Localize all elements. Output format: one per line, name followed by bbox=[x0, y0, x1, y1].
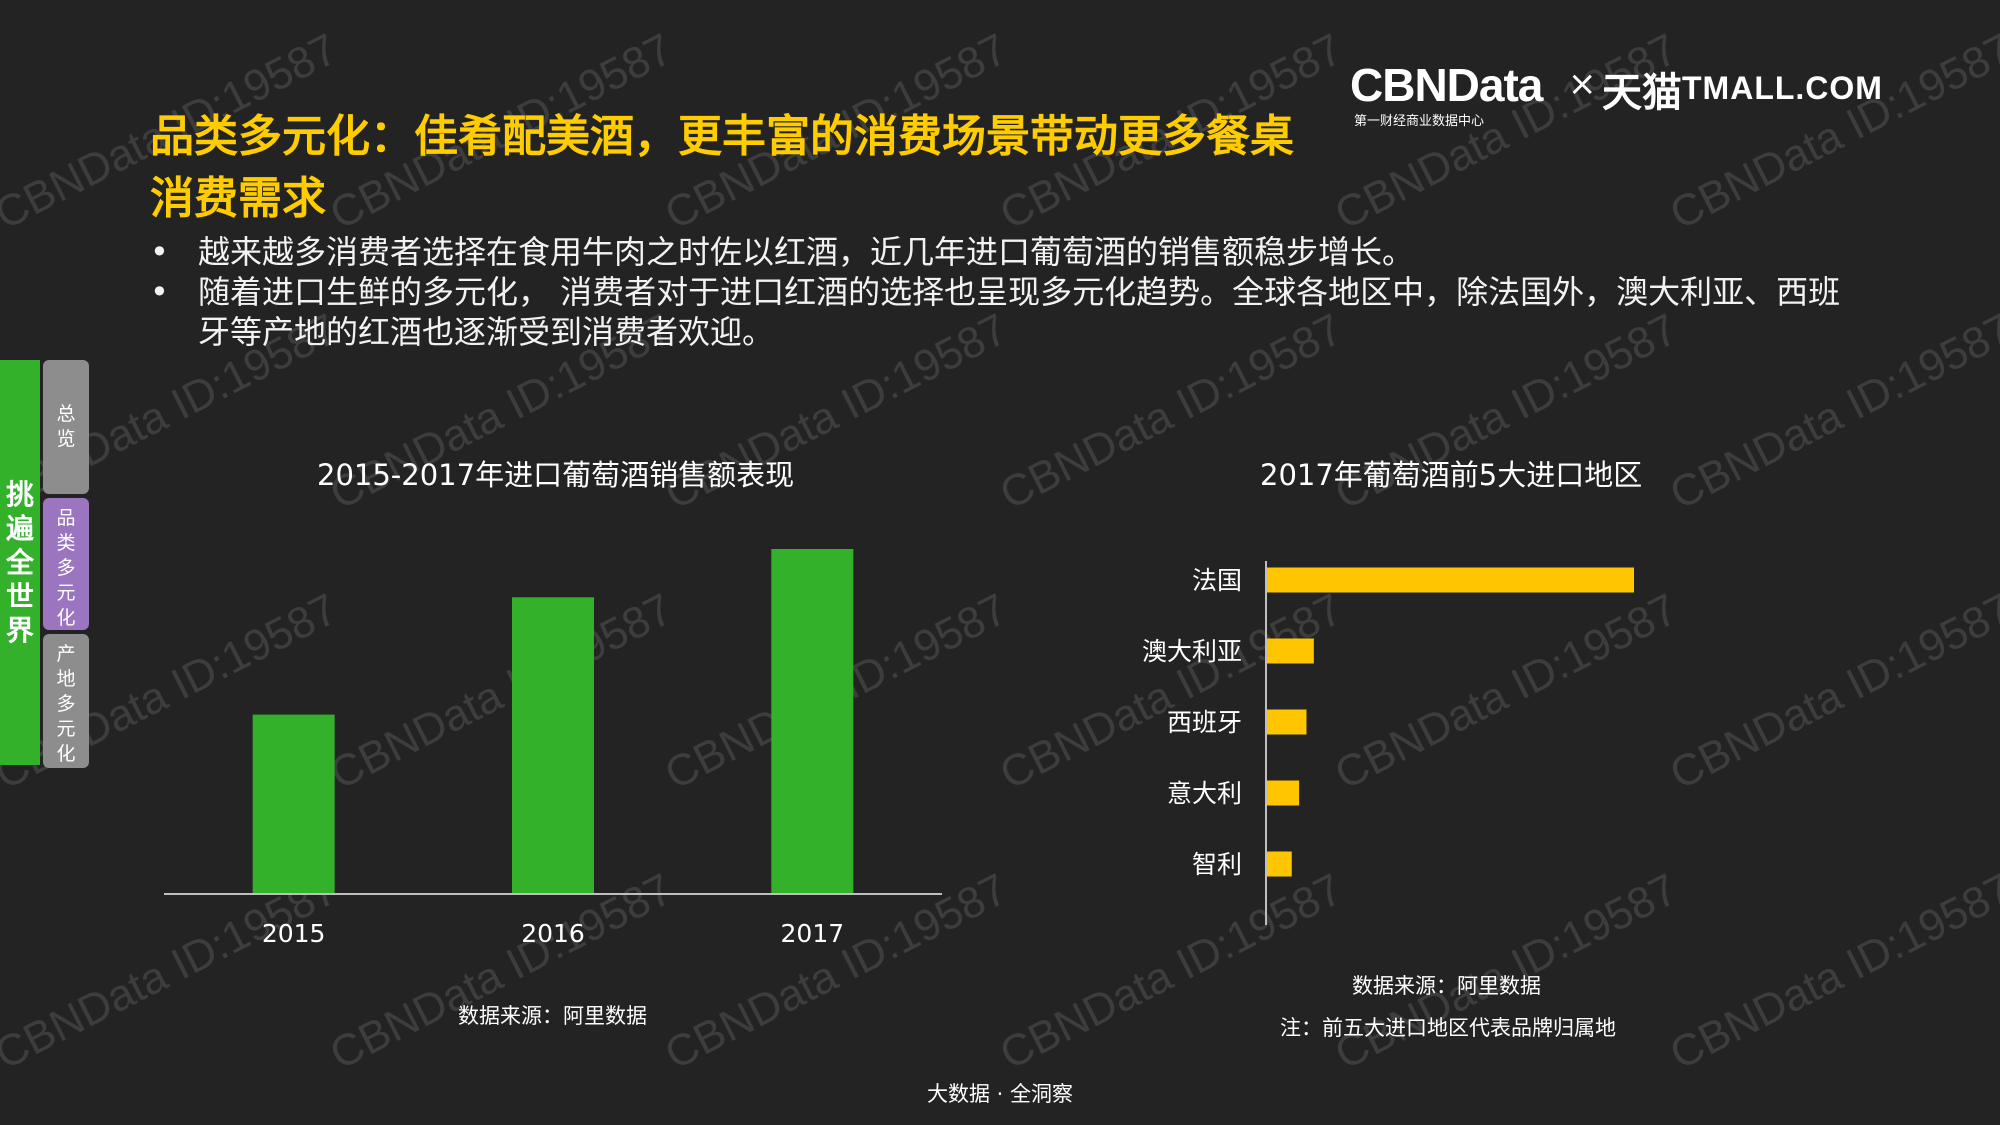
x-tick-label: 2015 bbox=[262, 919, 326, 948]
cbndata-logo-text: CBNData bbox=[1350, 59, 1543, 111]
page-title: 品类多元化：佳肴配美酒，更丰富的消费场景带动更多餐桌消费需求 bbox=[150, 111, 1294, 224]
y-tick-label: 法国 bbox=[1192, 566, 1242, 595]
chart-note-regions: 注：前五大进口地区代表品牌归属地 bbox=[1280, 1016, 1616, 1040]
sidebar-tab-label: 产地多元化 bbox=[56, 643, 76, 765]
chart-title-sales: 2015-2017年进口葡萄酒销售额表现 bbox=[317, 458, 795, 492]
bar bbox=[252, 714, 335, 894]
tmall-logo-cn: 天猫 bbox=[1602, 70, 1682, 116]
y-tick-label: 智利 bbox=[1192, 850, 1242, 879]
bar bbox=[1266, 638, 1314, 664]
x-tick-label: 2016 bbox=[521, 919, 585, 948]
bar bbox=[1266, 780, 1300, 806]
times-icon: × bbox=[1568, 64, 1597, 104]
sidebar-tab-origin[interactable]: 产地多元化 bbox=[43, 634, 89, 768]
bar bbox=[1266, 567, 1634, 593]
brand-logo: CBNData 第一财经商业数据中心 × 天猫 TMALL.COM bbox=[1350, 58, 1882, 134]
y-tick-label: 西班牙 bbox=[1167, 708, 1242, 737]
bar bbox=[1266, 851, 1292, 877]
x-tick-label: 2017 bbox=[781, 919, 845, 948]
watermark-text: CBNData ID:19587 bbox=[1662, 584, 2000, 800]
y-tick-label: 意大利 bbox=[1167, 779, 1242, 808]
y-tick-label: 澳大利亚 bbox=[1142, 637, 1242, 666]
bar bbox=[771, 549, 854, 894]
bar bbox=[512, 597, 594, 894]
sidebar-tab-label: 总览 bbox=[56, 403, 76, 450]
sidebar-section-text: 挑遍全世界 bbox=[5, 478, 34, 647]
bullet-item: 越来越多消费者选择在食用牛肉之时佐以红酒，近几年进口葡萄酒的销售额稳步增长。 bbox=[150, 232, 1870, 272]
chart-source-regions: 数据来源：阿里数据 bbox=[1352, 974, 1541, 998]
watermark-text: CBNData ID:19587 bbox=[1662, 864, 2000, 1080]
footer-slogan: 大数据 · 全洞察 bbox=[926, 1082, 1074, 1106]
bar bbox=[1266, 709, 1307, 735]
sidebar-section-label: 挑遍全世界 bbox=[0, 360, 40, 765]
bullet-list: 越来越多消费者选择在食用牛肉之时佐以红酒，近几年进口葡萄酒的销售额稳步增长。 随… bbox=[150, 232, 1870, 352]
bullet-item: 随着进口生鲜的多元化， 消费者对于进口红酒的选择也呈现多元化趋势。全球各地区中，… bbox=[150, 272, 1870, 352]
chart-title-regions: 2017年葡萄酒前5大进口地区 bbox=[1260, 458, 1643, 492]
sales-bar-chart: 2015 2016 2017 bbox=[164, 549, 942, 948]
chart-source-sales: 数据来源：阿里数据 bbox=[458, 1004, 647, 1028]
sidebar-tab-label: 品类多元化 bbox=[56, 507, 76, 629]
sidebar-tab-category[interactable]: 品类多元化 bbox=[43, 498, 89, 630]
tmall-logo-en: TMALL.COM bbox=[1682, 70, 1883, 106]
sidebar-tab-overview[interactable]: 总览 bbox=[43, 360, 89, 494]
cbndata-logo-subtitle: 第一财经商业数据中心 bbox=[1354, 114, 1485, 129]
